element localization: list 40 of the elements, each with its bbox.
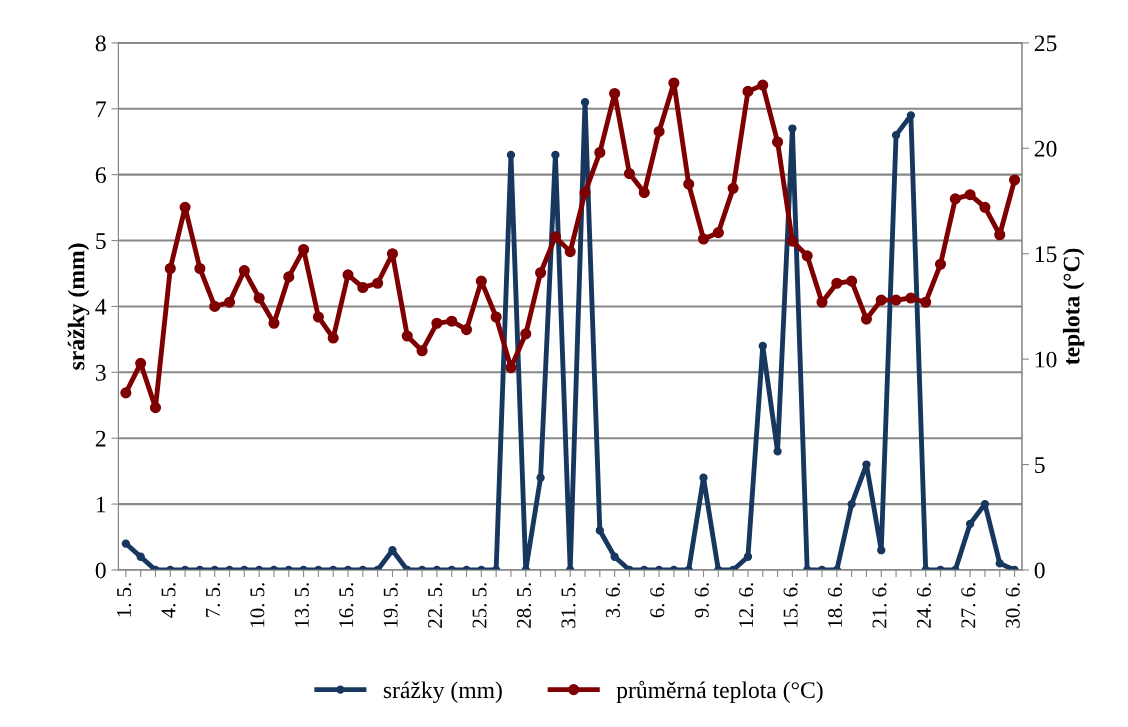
x-tick-label: 25. 5. xyxy=(472,583,487,628)
x-tick-label: 16. 5. xyxy=(339,583,354,627)
x-tick-label: 7. 5. xyxy=(206,583,221,617)
y-axis-title: srážky (mm) xyxy=(67,243,90,370)
x-tick-label: 1. 5. xyxy=(117,583,132,617)
y-tick-label: 7 xyxy=(96,101,106,117)
y2-axis-title: teplota (°C) xyxy=(1062,248,1085,365)
x-tick-label: 28. 5. xyxy=(516,583,532,628)
x-tick-label: 27. 6. xyxy=(961,583,976,628)
legend-label: srážky (mm) xyxy=(383,681,502,704)
y2-tick-label: 25 xyxy=(1034,35,1057,52)
x-tick-label: 30. 6. xyxy=(1005,583,1020,628)
x-tick-label: 6. 6. xyxy=(650,583,665,618)
y2-tick-label: 0 xyxy=(1034,562,1045,579)
y-tick-label: 6 xyxy=(95,167,106,184)
y-tick-label: 1 xyxy=(96,496,106,513)
y-tick-label: 8 xyxy=(95,35,106,52)
x-tick-label: 3. 6. xyxy=(605,583,620,618)
y2-tick-label: 20 xyxy=(1034,140,1057,157)
x-tick-label: 24. 6. xyxy=(916,583,931,628)
x-tick-label: 18. 6. xyxy=(827,583,843,627)
x-tick-label: 13. 5. xyxy=(294,583,309,627)
x-tick-label: 9. 6. xyxy=(694,583,709,618)
y-tick-label: 5 xyxy=(96,233,106,249)
legend-label: průměrná teplota (°C) xyxy=(616,680,823,703)
y-tick-label: 4 xyxy=(95,299,107,315)
y-tick-label: 2 xyxy=(95,430,106,447)
y-tick-label: 3 xyxy=(95,364,106,381)
x-tick-label: 4. 5. xyxy=(161,583,176,618)
x-tick-label: 12. 6. xyxy=(739,583,754,627)
y2-tick-label: 10 xyxy=(1035,351,1057,368)
x-tick-label: 15. 6. xyxy=(783,583,798,627)
x-tick-label: 19. 5. xyxy=(383,583,398,627)
y2-tick-label: 15 xyxy=(1035,246,1057,263)
x-tick-label: 21. 6. xyxy=(872,583,887,628)
x-tick-label: 31. 5. xyxy=(561,583,576,628)
x-tick-label: 10. 5. xyxy=(250,583,265,627)
x-tick-label: 22. 5. xyxy=(428,583,443,628)
y-tick-label: 0 xyxy=(95,562,106,579)
y2-tick-label: 5 xyxy=(1035,457,1045,473)
